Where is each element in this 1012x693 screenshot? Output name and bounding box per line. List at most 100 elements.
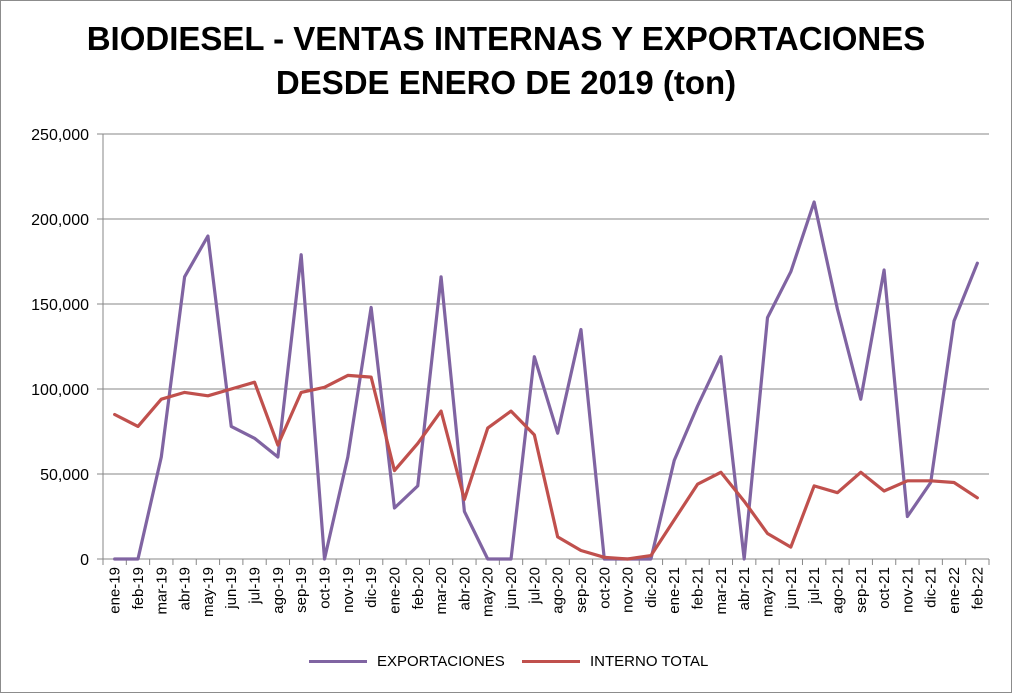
data-point-interno-total bbox=[836, 491, 839, 494]
x-tick-label: ene-19 bbox=[107, 567, 124, 614]
data-point-exportaciones bbox=[183, 275, 186, 278]
data-point-exportaciones bbox=[719, 355, 723, 358]
legend-label-interno-total: INTERNO TOTAL bbox=[590, 652, 709, 670]
x-tick-label: mar-21 bbox=[713, 567, 730, 615]
data-point-interno-total bbox=[276, 443, 280, 447]
x-tick-label: feb-22 bbox=[969, 567, 986, 610]
data-point-interno-total bbox=[299, 391, 303, 394]
data-point-exportaciones bbox=[230, 425, 233, 428]
x-tick-label: jun-20 bbox=[503, 567, 520, 610]
data-point-exportaciones bbox=[113, 557, 116, 561]
data-point-interno-total bbox=[742, 500, 746, 503]
data-point-interno-total bbox=[463, 498, 466, 501]
x-tick-label: nov-19 bbox=[340, 567, 357, 613]
data-point-interno-total bbox=[393, 469, 396, 472]
data-point-interno-total bbox=[766, 532, 769, 535]
x-tick-label: oct-20 bbox=[596, 567, 613, 609]
x-tick-label: may-21 bbox=[760, 567, 777, 617]
data-point-interno-total bbox=[719, 471, 723, 474]
x-tick-label: jul-19 bbox=[247, 567, 264, 605]
x-tick-label: nov-20 bbox=[620, 567, 637, 613]
y-tick-label: 150,000 bbox=[31, 297, 89, 314]
data-point-exportaciones bbox=[533, 355, 536, 358]
x-tick-label: feb-21 bbox=[690, 567, 707, 610]
data-point-exportaciones bbox=[136, 557, 140, 561]
x-tick-label: jun-21 bbox=[783, 567, 800, 610]
data-point-exportaciones bbox=[556, 432, 559, 435]
data-point-exportaciones bbox=[439, 275, 443, 278]
data-point-interno-total bbox=[579, 549, 583, 552]
y-tick-label: 100,000 bbox=[31, 382, 89, 399]
data-point-interno-total bbox=[603, 556, 606, 559]
x-tick-label: feb-20 bbox=[410, 567, 427, 610]
data-point-exportaciones bbox=[369, 306, 373, 309]
data-point-exportaciones bbox=[299, 253, 303, 256]
x-tick-label: abr-21 bbox=[736, 567, 753, 610]
data-point-interno-total bbox=[369, 375, 373, 379]
legend-swatch-interno-total bbox=[522, 659, 580, 663]
data-point-interno-total bbox=[439, 409, 443, 413]
data-point-exportaciones bbox=[253, 437, 256, 440]
x-tick-label: feb-19 bbox=[130, 567, 147, 610]
data-point-exportaciones bbox=[509, 557, 513, 561]
data-point-interno-total bbox=[113, 413, 116, 416]
data-point-exportaciones bbox=[952, 319, 956, 323]
data-point-interno-total bbox=[976, 496, 979, 499]
data-point-exportaciones bbox=[416, 484, 419, 488]
data-point-interno-total bbox=[789, 545, 793, 549]
data-point-exportaciones bbox=[906, 515, 909, 518]
x-tick-label: nov-21 bbox=[899, 567, 916, 613]
data-point-interno-total bbox=[906, 479, 909, 482]
data-point-exportaciones bbox=[882, 268, 886, 272]
x-tick-label: jun-19 bbox=[223, 567, 240, 610]
legend-label-exportaciones: EXPORTACIONES bbox=[377, 652, 505, 670]
data-point-exportaciones bbox=[859, 398, 862, 401]
data-point-interno-total bbox=[206, 394, 210, 397]
y-tick-label: 50,000 bbox=[40, 467, 89, 484]
data-point-interno-total bbox=[929, 479, 932, 482]
chart-title-line-1: BIODIESEL - VENTAS INTERNAS Y EXPORTACIO… bbox=[86, 20, 926, 57]
y-tick-label: 0 bbox=[80, 552, 89, 569]
data-point-exportaciones bbox=[673, 459, 676, 462]
data-point-interno-total bbox=[626, 557, 629, 561]
x-tick-label: oct-21 bbox=[876, 567, 893, 609]
data-point-exportaciones bbox=[579, 328, 583, 331]
data-point-exportaciones bbox=[836, 307, 839, 311]
x-tick-label: jul-20 bbox=[526, 567, 543, 605]
data-point-interno-total bbox=[812, 484, 816, 488]
x-tick-label: abr-20 bbox=[456, 567, 473, 610]
data-point-interno-total bbox=[486, 426, 489, 430]
data-point-interno-total bbox=[416, 442, 419, 445]
data-point-interno-total bbox=[253, 381, 256, 384]
data-point-interno-total bbox=[882, 489, 886, 493]
data-point-interno-total bbox=[696, 483, 699, 486]
data-point-exportaciones bbox=[160, 455, 163, 459]
x-tick-label: jul-21 bbox=[806, 567, 823, 605]
data-point-interno-total bbox=[859, 471, 862, 474]
data-point-exportaciones bbox=[486, 557, 489, 561]
data-point-interno-total bbox=[533, 433, 536, 437]
data-point-exportaciones bbox=[649, 557, 653, 561]
data-point-exportaciones bbox=[976, 262, 979, 265]
series-line-exportaciones bbox=[113, 200, 979, 561]
data-point-exportaciones bbox=[463, 510, 466, 513]
data-point-interno-total bbox=[346, 374, 350, 377]
x-tick-label: ene-22 bbox=[946, 567, 963, 614]
x-tick-label: ago-20 bbox=[550, 567, 567, 614]
data-point-exportaciones bbox=[742, 557, 746, 561]
x-tick-label: ago-19 bbox=[270, 567, 287, 614]
data-point-exportaciones bbox=[812, 200, 816, 204]
data-point-interno-total bbox=[649, 554, 653, 557]
data-point-exportaciones bbox=[696, 404, 699, 408]
data-point-interno-total bbox=[160, 398, 163, 401]
x-tick-label: ago-21 bbox=[829, 567, 846, 614]
y-tick-label: 250,000 bbox=[31, 127, 89, 144]
data-point-interno-total bbox=[136, 425, 140, 428]
legend-swatch-exportaciones bbox=[309, 659, 367, 663]
chart-title-line-2: DESDE ENERO DE 2019 (ton) bbox=[275, 64, 737, 101]
data-point-exportaciones bbox=[393, 506, 396, 510]
data-point-interno-total bbox=[673, 518, 676, 522]
data-point-exportaciones bbox=[789, 270, 793, 273]
data-point-interno-total bbox=[556, 535, 559, 539]
x-tick-label: sep-20 bbox=[573, 567, 590, 613]
